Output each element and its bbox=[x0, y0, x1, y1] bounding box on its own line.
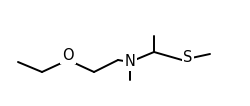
Text: O: O bbox=[62, 47, 74, 63]
Text: S: S bbox=[183, 50, 193, 64]
Text: N: N bbox=[124, 54, 136, 70]
